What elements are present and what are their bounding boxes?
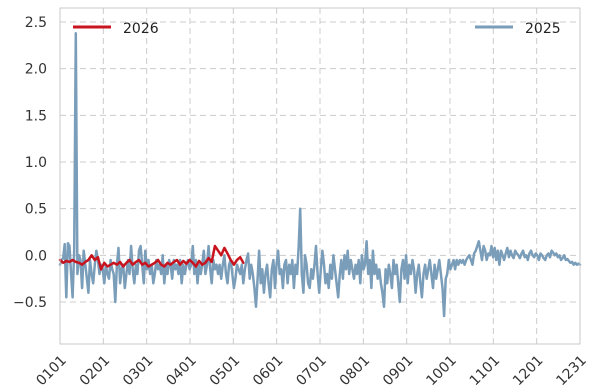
legend-label-2026: 2026 [123,21,159,37]
series-layer [58,31,582,318]
y-tick-label: 2.5 [25,15,47,31]
y-tick-label: 0.0 [25,248,47,264]
x-tick-label: 0401 [163,353,200,386]
y-tick-label: 0.5 [25,202,47,218]
x-tick-label: 0501 [207,353,244,386]
y-tick-label: −0.5 [13,295,47,311]
y-tick-label: 1.0 [25,155,47,171]
plot-frame [59,7,581,345]
legend: 2026 2025 [73,21,561,37]
series-line-2026 [58,244,245,271]
x-tick-label: 1231 [553,353,590,386]
legend-label-2025: 2025 [525,21,561,37]
x-tick-label: 1201 [510,353,547,386]
x-tick-label: 0101 [33,353,70,386]
x-tick-label: 1001 [423,353,460,386]
y-tick-label: 1.5 [25,108,47,124]
x-tick-label: 0301 [120,353,157,386]
x-tick-label: 0701 [293,353,330,386]
x-tick-label: 0201 [77,353,114,386]
x-tick-label: 0801 [337,353,374,386]
y-axis-ticks: −0.5 0.0 0.5 1.0 1.5 2.0 2.5 [13,15,47,311]
x-tick-label: 0601 [250,353,287,386]
x-tick-label: 1101 [467,353,504,386]
x-axis-ticks: 0101 0201 0301 0401 0501 0601 0701 0801 0901 1001… [33,353,590,386]
y-tick-label: 2.0 [25,62,47,78]
series-line-2025 [58,31,582,318]
x-tick-label: 0901 [380,353,417,386]
